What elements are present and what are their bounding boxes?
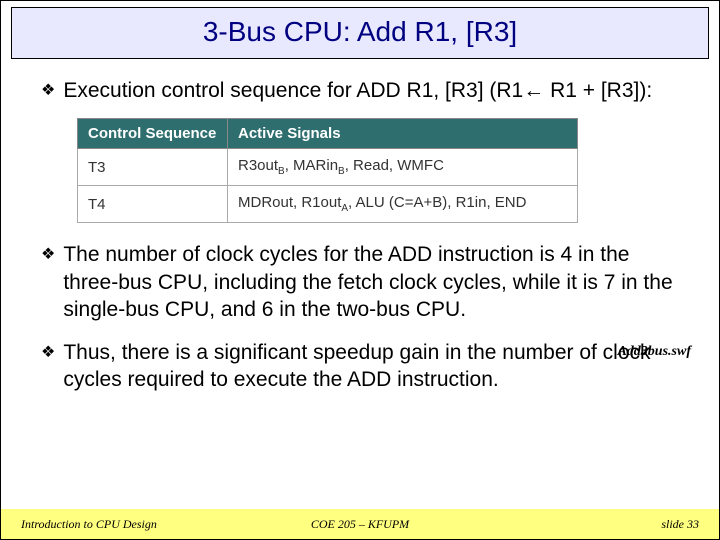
control-sequence-table: Control Sequence Active Signals T3 R3out… [77,118,689,223]
diamond-bullet-icon: ❖ [41,80,55,104]
bullet-text: Thus, there is a significant speedup gai… [63,339,689,394]
slide-content: ❖ Execution control sequence for ADD R1,… [1,59,719,394]
diamond-bullet-icon: ❖ [41,342,55,394]
table-row: T4 MDRout, R1outA, ALU (C=A+B), R1in, EN… [78,186,578,223]
table-header: Active Signals [228,119,578,149]
footer-center: COE 205 – KFUPM [311,517,409,532]
footer-left: Introduction to CPU Design [21,517,157,532]
bullet-item: ❖ Thus, there is a significant speedup g… [41,339,689,394]
table-header-row: Control Sequence Active Signals [78,119,578,149]
table-cell: MDRout, R1outA, ALU (C=A+B), R1in, END [228,186,578,223]
bullet-item: ❖ The number of clock cycles for the ADD… [41,241,689,323]
bullet-text: Execution control sequence for ADD R1, [… [63,77,652,104]
table-cell: T3 [78,149,228,186]
slide-footer: Introduction to CPU Design COE 205 – KFU… [1,509,719,539]
table: Control Sequence Active Signals T3 R3out… [77,118,578,223]
footer-right: slide 33 [661,517,699,532]
table-header: Control Sequence [78,119,228,149]
diamond-bullet-icon: ❖ [41,244,55,323]
table-cell: R3outB, MARinB, Read, WMFC [228,149,578,186]
slide-title: 3-Bus CPU: Add R1, [R3] [203,16,517,47]
bullet-item: ❖ Execution control sequence for ADD R1,… [41,77,689,104]
slide-title-bar: 3-Bus CPU: Add R1, [R3] [11,7,709,59]
media-file-label: Add3bus.swf [617,344,691,360]
bullet-text: The number of clock cycles for the ADD i… [63,241,689,323]
table-cell: T4 [78,186,228,223]
table-row: T3 R3outB, MARinB, Read, WMFC [78,149,578,186]
